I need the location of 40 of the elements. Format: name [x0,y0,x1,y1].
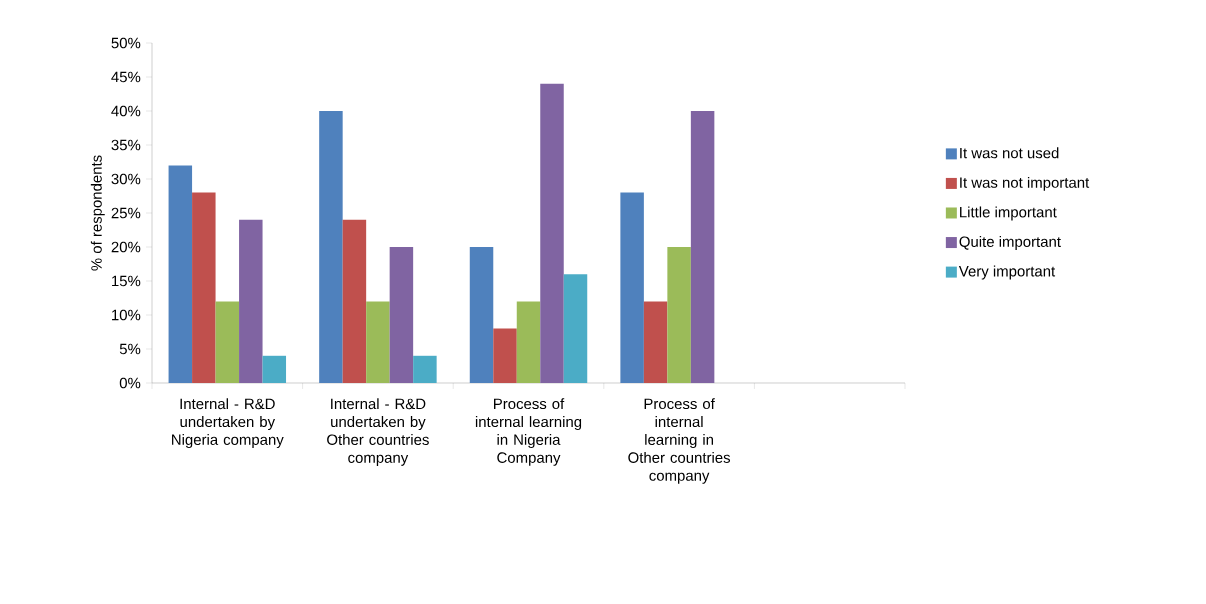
bar [620,192,644,383]
y-tick-label: 45% [111,71,141,83]
y-tick-label: 10% [112,309,141,321]
bar [516,301,541,383]
y-tick-label: 30% [111,173,141,185]
bar [239,219,263,383]
y-tick-label: 0% [119,377,141,389]
bar [389,246,414,383]
y-axis-title: % of respondents [90,155,105,271]
bar [168,165,193,383]
legend-label: It was not used [960,147,1059,159]
bar [342,219,367,383]
bar [319,110,343,383]
x-tick-label: Internal - R&D undertaken by Other countries company [327,398,429,466]
bar [563,274,588,383]
legend-label: Little important [960,206,1057,221]
legend-label: Quite important [959,236,1061,250]
y-tick-label: 35% [111,139,141,151]
legend-label: Very important [958,265,1056,280]
bar [192,192,216,383]
y-tick-label: 15% [112,275,141,287]
bar [413,355,437,383]
bar [469,246,494,383]
bar [690,110,715,383]
bar [366,301,390,383]
y-tick-label: 25% [111,207,141,219]
x-tick-label: Process of internal learning in Other countries company [628,398,731,484]
bar [493,328,517,383]
y-tick-label: 40% [111,105,141,117]
x-tick-label: Internal - R&D undertaken by Nigeria company [172,398,284,448]
bar [540,83,564,383]
bar [643,301,668,383]
y-tick-label: 50% [111,37,141,49]
y-tick-label: 20% [111,241,141,253]
y-tick-label: 5% [119,343,141,355]
bar [667,246,691,383]
legend-label: It was not important [960,176,1090,191]
x-tick-label: Process of internal learning in Nigeria Company [475,398,582,466]
bar [262,355,287,383]
bar [215,301,240,383]
